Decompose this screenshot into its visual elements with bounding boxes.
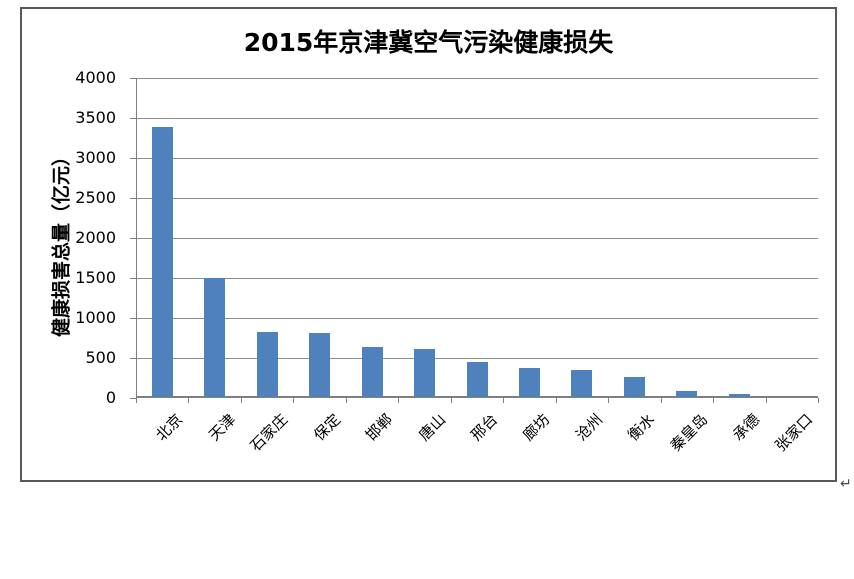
y-gridline (136, 78, 818, 79)
y-tick-label: 1000 (75, 308, 116, 327)
bar (623, 377, 645, 397)
bar (256, 332, 278, 397)
bar (518, 368, 540, 397)
x-tick-mark (450, 398, 452, 403)
y-axis-line (136, 78, 137, 398)
y-tick-label: 1500 (75, 268, 116, 287)
y-tick-mark (130, 158, 136, 159)
bar (361, 346, 383, 397)
y-tick-mark (130, 238, 136, 239)
y-tick-label: 3000 (75, 148, 116, 167)
document-page: { "page": { "return_mark": "↵" }, "chart… (20, 7, 852, 492)
y-tick-label: 2500 (75, 188, 116, 207)
y-tick-label: 500 (85, 348, 116, 367)
y-gridline (136, 118, 818, 119)
x-tick-mark (660, 398, 662, 403)
y-tick-mark (130, 398, 136, 399)
y-gridline (136, 198, 818, 199)
y-tick-mark (130, 278, 136, 279)
y-gridline (136, 278, 818, 279)
y-gridline (136, 318, 818, 319)
bar (571, 370, 593, 397)
y-tick-mark (130, 118, 136, 119)
bar (309, 333, 331, 397)
y-tick-label: 4000 (75, 68, 116, 87)
x-tick-mark (240, 398, 242, 403)
x-tick-mark (555, 398, 557, 403)
x-tick-mark (503, 398, 505, 403)
plot-area (136, 78, 818, 398)
y-tick-label: 2000 (75, 228, 116, 247)
x-tick-mark (713, 398, 715, 403)
bar (414, 349, 436, 397)
y-tick-mark (130, 78, 136, 79)
y-tick-mark (130, 358, 136, 359)
y-tick-mark (130, 198, 136, 199)
x-tick-mark (765, 398, 767, 403)
bar (151, 126, 173, 397)
x-axis-line (136, 396, 818, 398)
bar (466, 361, 488, 397)
bar (676, 391, 698, 397)
x-tick-mark (398, 398, 400, 403)
x-tick-mark (608, 398, 610, 403)
paragraph-return-icon: ↵ (840, 476, 852, 492)
x-tick-mark (818, 398, 819, 403)
x-tick-mark (345, 398, 347, 403)
bar (728, 394, 750, 397)
y-gridline (136, 238, 818, 239)
x-tick-mark (293, 398, 295, 403)
x-tick-mark (188, 398, 190, 403)
chart-title: 2015年京津冀空气污染健康损失 (243, 28, 614, 57)
y-tick-mark (130, 318, 136, 319)
bar (204, 277, 226, 397)
y-gridline (136, 158, 818, 159)
y-gridline (136, 358, 818, 359)
y-tick-label: 3500 (75, 108, 116, 127)
chart-frame[interactable]: 2015年京津冀空气污染健康损失 健康损害总量（亿元） 0 500 1000 1500… (20, 7, 837, 482)
y-tick-label: 0 (105, 388, 116, 407)
x-tick-mark (136, 398, 137, 403)
